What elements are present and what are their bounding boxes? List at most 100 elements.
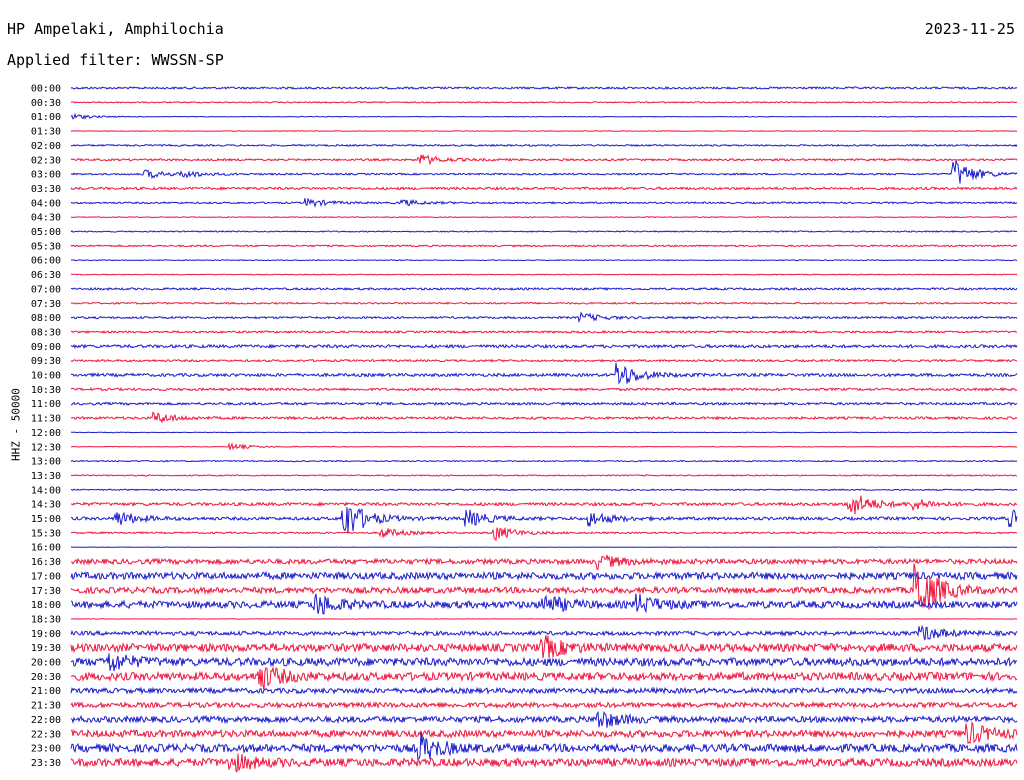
trace-row: [70, 506, 1018, 534]
trace-row: [70, 143, 1018, 148]
row-time-label: 00:30: [31, 98, 61, 109]
row-time-label: 15:00: [31, 514, 61, 525]
trace-row: [70, 686, 1018, 696]
trace-row: [70, 710, 1018, 728]
row-time-label: 03:30: [31, 184, 61, 195]
trace-row: [70, 160, 1018, 184]
row-time-label: 06:00: [31, 256, 61, 267]
trace-row: [70, 273, 1018, 276]
trace-row: [70, 411, 1018, 424]
row-time-label: 09:00: [31, 342, 61, 353]
trace-row: [70, 197, 1018, 208]
row-time-label: 20:30: [31, 672, 61, 683]
row-time-label: 17:00: [31, 571, 61, 582]
row-time-label: 01:30: [31, 127, 61, 138]
trace-row: [70, 554, 1018, 570]
trace-row: [70, 624, 1018, 641]
row-time-label: 06:30: [31, 270, 61, 281]
row-time-label: 04:30: [31, 213, 61, 224]
row-time-label: 22:30: [31, 729, 61, 740]
station-title: HP Ampelaki, Amphilochia: [7, 20, 224, 38]
row-time-label: 08:30: [31, 327, 61, 338]
row-time-label: 21:30: [31, 701, 61, 712]
row-time-label: 05:30: [31, 241, 61, 252]
trace-row: [70, 635, 1018, 659]
trace-row: [70, 593, 1018, 615]
trace-row: [70, 495, 1018, 515]
row-time-label: 03:00: [31, 170, 61, 181]
trace-row: [70, 442, 1017, 451]
trace-row: [70, 216, 1018, 219]
row-time-label: 11:30: [31, 414, 61, 425]
trace-row: [70, 259, 1018, 262]
row-time-label: 12:00: [31, 428, 61, 439]
trace-row: [70, 721, 1018, 745]
trace-row: [70, 527, 1018, 542]
row-time-label: 05:00: [31, 227, 61, 238]
row-time-label: 01:00: [31, 112, 61, 123]
trace-row: [70, 112, 1018, 120]
trace-row: [70, 700, 1018, 710]
trace-row: [71, 401, 1018, 406]
row-time-label: 21:00: [31, 686, 61, 697]
row-time-label: 09:30: [31, 356, 61, 367]
row-time-label: 23:00: [31, 744, 61, 755]
trace-row: [70, 563, 1018, 610]
row-time-label: 04:00: [31, 198, 61, 209]
row-time-label: 02:30: [31, 155, 61, 166]
trace-row: [70, 154, 1018, 166]
trace-group: [70, 85, 1018, 773]
date-label: 2023-11-25: [924, 20, 1015, 38]
row-time-label: 20:00: [31, 658, 61, 669]
trace-row: [70, 732, 1018, 761]
trace-row: [70, 244, 1018, 248]
trace-row: [70, 570, 1018, 582]
trace-row: [70, 85, 1018, 90]
row-time-label: 12:30: [31, 442, 61, 453]
row-time-label: 13:00: [31, 457, 61, 468]
row-time-label: 07:00: [31, 284, 61, 295]
trace-row: [70, 286, 1018, 291]
trace-row: [70, 667, 1018, 691]
trace-row: [70, 358, 1018, 363]
trace-row: [70, 311, 1018, 324]
trace-row: [70, 343, 1018, 350]
row-time-label: 16:00: [31, 543, 61, 554]
trace-row: [70, 301, 1018, 305]
trace-row: [70, 230, 1018, 233]
trace-row: [70, 101, 1018, 104]
trace-row: [70, 431, 1018, 434]
trace-row: [70, 186, 1018, 191]
row-time-label: 17:30: [31, 586, 61, 597]
row-time-label: 10:00: [31, 371, 61, 382]
filter-label: Applied filter: WWSSN-SP: [7, 51, 224, 69]
row-time-label: 00:00: [31, 84, 61, 95]
trace-row: [70, 459, 1018, 463]
trace-row: [70, 753, 1018, 773]
row-time-label: 22:00: [31, 715, 61, 726]
row-time-label: 07:30: [31, 299, 61, 310]
row-time-label: 10:30: [31, 385, 61, 396]
row-time-label: 08:00: [31, 313, 61, 324]
trace-row: [70, 653, 1018, 672]
row-time-label: 19:30: [31, 643, 61, 654]
row-time-label: 18:30: [31, 614, 61, 625]
trace-row: [70, 488, 1018, 492]
trace-row: [70, 474, 1018, 477]
row-time-label: 18:00: [31, 600, 61, 611]
tick-label-group: 00:00 00:30 01:00 01:30 02:00 02:30 03:00 03:30…: [31, 84, 61, 769]
row-time-label: 13:30: [31, 471, 61, 482]
row-time-label: 19:00: [31, 629, 61, 640]
row-time-label: 14:30: [31, 500, 61, 511]
trace-row: [70, 329, 1017, 334]
row-time-label: 14:00: [31, 485, 61, 496]
row-time-label: 11:00: [31, 399, 61, 410]
row-time-label: 02:00: [31, 141, 61, 152]
row-time-label: 15:30: [31, 528, 61, 539]
trace-row: [70, 386, 1018, 392]
row-time-label: 16:30: [31, 557, 61, 568]
trace-row: [70, 362, 1018, 385]
row-time-label: 23:30: [31, 758, 61, 769]
trace-row: [70, 130, 1017, 132]
